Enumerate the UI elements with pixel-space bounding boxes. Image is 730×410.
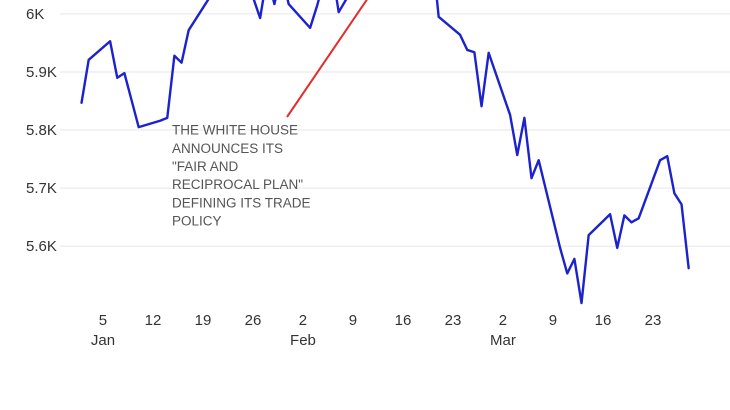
y-tick-label: 5.7K bbox=[26, 180, 57, 197]
y-tick-label: 5.8K bbox=[26, 122, 57, 139]
x-tick-label: 16 bbox=[395, 312, 412, 329]
y-tick-label: 5.6K bbox=[26, 238, 57, 255]
annotation: THE WHITE HOUSE ANNOUNCES ITS "FAIR AND REC… bbox=[172, 0, 368, 229]
x-tick-label: 2 bbox=[299, 312, 307, 329]
annotation-text: POLICY bbox=[172, 214, 222, 229]
x-tick-label: 16 bbox=[595, 312, 612, 329]
annotation-pointer bbox=[286, 0, 368, 118]
annotation-text: "FAIR AND bbox=[172, 159, 239, 174]
y-tick-label: 5.9K bbox=[26, 64, 57, 81]
x-tick-label: 9 bbox=[349, 312, 357, 329]
x-group-label: Mar bbox=[490, 332, 516, 349]
grid bbox=[60, 13, 730, 247]
x-group-label: Jan bbox=[91, 332, 115, 349]
x-tick-label: 12 bbox=[145, 312, 162, 329]
labels: 5.6K 5.7K 5.8K 5.9K 6K 5 12 19 26 2 9 16 23 2 9 16 23 Jan… bbox=[26, 6, 661, 349]
x-tick-label: 23 bbox=[445, 312, 462, 329]
annotation-text: THE WHITE HOUSE bbox=[172, 123, 298, 138]
annotation-text: ANNOUNCES ITS bbox=[172, 141, 283, 156]
y-tick-label: 6K bbox=[26, 6, 44, 23]
x-tick-label: 9 bbox=[549, 312, 557, 329]
annotation-text: RECIPROCAL PLAN" bbox=[172, 177, 303, 192]
x-group-label: Feb bbox=[290, 332, 316, 349]
x-tick-label: 26 bbox=[245, 312, 262, 329]
plot bbox=[80, 0, 690, 305]
x-tick-label: 23 bbox=[645, 312, 662, 329]
x-tick-label: 19 bbox=[195, 312, 212, 329]
x-tick-label: 5 bbox=[99, 312, 107, 329]
line-series bbox=[80, 0, 690, 305]
x-tick-label: 2 bbox=[499, 312, 507, 329]
annotation-text: DEFINING ITS TRADE bbox=[172, 195, 311, 210]
